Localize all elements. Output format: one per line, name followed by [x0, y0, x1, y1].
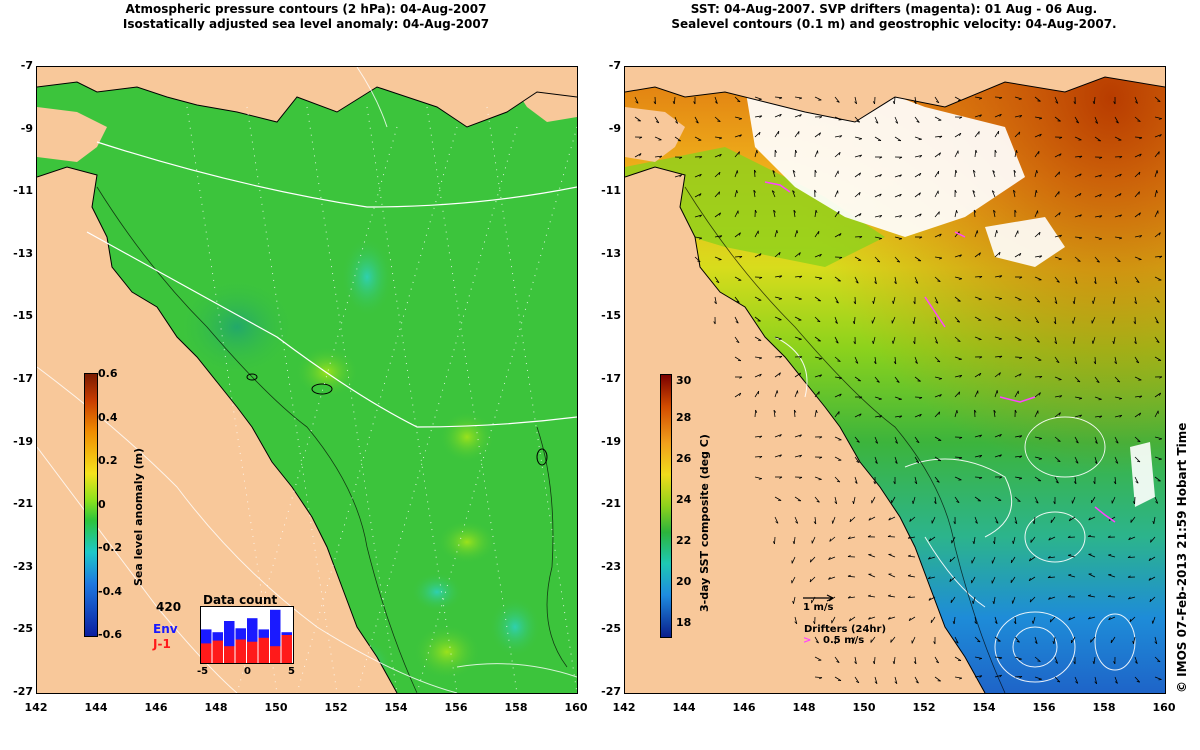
env-bar [224, 621, 235, 663]
lat-tick-label: -19 [601, 434, 621, 448]
lat-tick-label: -17 [13, 372, 33, 385]
j1-bar [270, 646, 281, 663]
lon-tick-label: 158 [1092, 701, 1116, 714]
lat-tick-label: -21 [601, 497, 621, 511]
sla-cbar-tick: -0.2 [98, 541, 123, 554]
inset-x-tick: 0 [244, 666, 251, 677]
data-count-histogram [200, 606, 294, 664]
lon-tick-label: 152 [912, 701, 936, 714]
sla-cbar-tick: 0.2 [98, 454, 118, 467]
lat-tick-label: -11 [13, 184, 33, 198]
sst-cbar-tick: 30 [676, 374, 692, 387]
lon-tick-label: 156 [444, 701, 468, 714]
inset-x-tick: -5 [197, 666, 209, 677]
lat-tick-label: -23 [13, 559, 33, 573]
lat-tick-label: -17 [601, 372, 621, 385]
lat-tick-label: -9 [608, 121, 621, 135]
sla-cbar-tick: -0.6 [98, 628, 123, 641]
lat-tick-label: -11 [601, 184, 621, 198]
j1-bar [224, 646, 235, 663]
env-bar [247, 618, 258, 663]
lon-tick-label: 148 [204, 701, 228, 714]
j1-bar [258, 637, 269, 663]
lon-tick-label: 160 [1152, 701, 1176, 714]
imos-credit: © IMOS 07-Feb-2013 21:59 Hobart Time [1175, 422, 1189, 693]
env-label: Env [153, 622, 178, 636]
lon-tick-label: 152 [324, 701, 348, 714]
lon-tick-label: 144 [84, 701, 108, 714]
j1-label: J-1 [153, 637, 171, 651]
j1-bar [281, 635, 292, 663]
drifters-legend-label: Drifters (24hr) [804, 624, 887, 635]
lat-tick-label: -23 [601, 559, 621, 573]
geostrophic-velocity-arrows [634, 96, 1163, 685]
sst-map [624, 66, 1166, 694]
velocity-scale-label: 1 m/s [803, 602, 834, 613]
sst-cbar-tick: 26 [676, 452, 692, 465]
lon-tick-label: 142 [24, 701, 48, 714]
j1-bar [212, 640, 223, 663]
lat-tick-label: -15 [13, 309, 33, 323]
lon-tick-label: 148 [792, 701, 816, 714]
right-title-line2: Sealevel contours (0.1 m) and geostrophi… [671, 17, 1117, 31]
drifter-tracks [764, 181, 1116, 523]
lat-tick-label: -7 [20, 59, 33, 72]
lon-tick-label: 154 [972, 701, 996, 714]
sla-cbar-tick: 0.6 [98, 367, 118, 380]
sla-cbar-tick: 0.4 [98, 411, 118, 424]
j1-bar [235, 639, 246, 663]
sst-cbar-tick: 22 [676, 534, 692, 547]
lon-tick-label: 156 [1032, 701, 1056, 714]
lat-tick-label: -27 [13, 685, 33, 698]
left-title-line2: Isostatically adjusted sea level anomaly… [122, 17, 490, 31]
lon-tick-label: 160 [564, 701, 588, 714]
left-title: Atmospheric pressure contours (2 hPa): 0… [36, 2, 576, 32]
lon-tick-label: 144 [672, 701, 696, 714]
sea-level-anomaly-map [36, 66, 578, 694]
drifter-speed-icon: > [803, 635, 812, 646]
sst-cbar-tick: 24 [676, 493, 692, 506]
data-count-title: Data count [203, 593, 278, 607]
velocity-scale-arrow [803, 594, 834, 602]
lon-tick-label: 158 [504, 701, 528, 714]
lat-tick-label: -7 [608, 59, 621, 72]
sla-cbar-tick: -0.4 [98, 585, 123, 598]
right-title-line1: SST: 04-Aug-2007. SVP drifters (magenta)… [690, 2, 1098, 16]
env-bar [270, 609, 281, 663]
sst-colorbar [660, 374, 672, 638]
sla-cbar-tick: 0 [98, 498, 106, 511]
lon-tick-label: 150 [264, 701, 288, 714]
sst-cbar-tick: 28 [676, 411, 692, 424]
left-title-line1: Atmospheric pressure contours (2 hPa): 0… [125, 2, 487, 16]
lat-tick-label: -9 [20, 121, 33, 135]
lat-tick-label: -21 [13, 497, 33, 511]
sst-colorbar-label: 3-day SST composite (deg C) [698, 434, 711, 612]
inset-x-tick: 5 [288, 666, 295, 677]
lat-tick-label: -25 [13, 622, 33, 636]
lon-tick-label: 146 [732, 701, 756, 714]
lat-tick-label: -13 [601, 246, 621, 260]
j1-bar [201, 643, 212, 663]
lat-tick-label: -13 [13, 246, 33, 260]
lon-tick-label: 142 [612, 701, 636, 714]
drifter-speed-label: 0.5 m/s [823, 635, 865, 646]
lat-tick-label: -19 [13, 434, 33, 448]
lon-tick-label: 154 [384, 701, 408, 714]
sla-colorbar [84, 373, 98, 637]
histogram-svg [201, 609, 292, 663]
sst-cbar-tick: 18 [676, 616, 692, 629]
lat-tick-label: -27 [601, 685, 621, 698]
lat-tick-label: -15 [601, 309, 621, 323]
lat-tick-label: -25 [601, 622, 621, 636]
lon-tick-label: 150 [852, 701, 876, 714]
sst-cbar-tick: 20 [676, 575, 692, 588]
j1-bar [247, 641, 258, 663]
data-count-value: 420 [156, 600, 182, 614]
lon-tick-label: 146 [144, 701, 168, 714]
sla-colorbar-label: Sea level anomaly (m) [132, 447, 145, 586]
right-title: SST: 04-Aug-2007. SVP drifters (magenta)… [624, 2, 1164, 32]
